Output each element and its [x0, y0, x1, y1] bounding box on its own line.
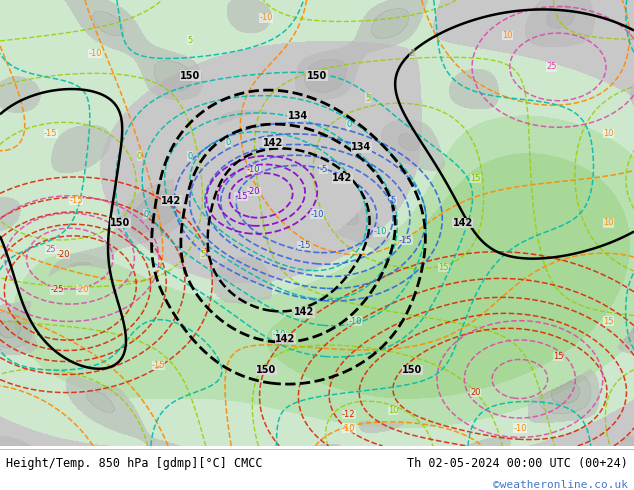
Text: 0: 0 [137, 151, 142, 161]
Text: -15: -15 [152, 361, 165, 370]
Text: -12: -12 [342, 410, 356, 419]
Text: 0: 0 [346, 121, 351, 129]
Text: -20: -20 [56, 250, 70, 259]
Text: 0: 0 [143, 210, 148, 219]
Text: 15: 15 [470, 174, 481, 183]
Text: -10: -10 [310, 210, 324, 219]
Text: -10: -10 [259, 13, 273, 23]
Text: -20: -20 [75, 285, 89, 294]
Text: 150: 150 [180, 71, 200, 81]
Text: 15: 15 [439, 263, 449, 272]
Text: 150: 150 [402, 365, 422, 375]
Text: 25: 25 [547, 62, 557, 72]
Text: 10: 10 [604, 219, 614, 227]
Text: 5: 5 [200, 250, 205, 259]
Text: 142: 142 [262, 138, 283, 147]
Text: ©weatheronline.co.uk: ©weatheronline.co.uk [493, 480, 628, 490]
Text: -15: -15 [234, 192, 248, 201]
Text: -10: -10 [348, 317, 362, 325]
Text: 150: 150 [110, 218, 131, 228]
Text: 142: 142 [294, 307, 314, 317]
Text: -10: -10 [272, 330, 286, 339]
Text: 134: 134 [288, 111, 308, 121]
Text: 0: 0 [226, 138, 231, 147]
Text: 10: 10 [502, 31, 512, 40]
Text: 0: 0 [188, 151, 193, 161]
Text: -5: -5 [389, 196, 398, 205]
Text: 5: 5 [410, 49, 415, 58]
Text: 150: 150 [307, 71, 327, 81]
Text: 15: 15 [604, 317, 614, 325]
Text: -10: -10 [373, 227, 387, 236]
Text: 142: 142 [275, 334, 295, 344]
Text: -10: -10 [247, 165, 261, 174]
Text: 20: 20 [470, 388, 481, 397]
Text: -25: -25 [50, 285, 64, 294]
Text: 10: 10 [388, 406, 398, 415]
Text: -10: -10 [342, 423, 356, 433]
Text: -5: -5 [319, 165, 328, 174]
Text: 15: 15 [553, 352, 563, 361]
Text: 150: 150 [256, 365, 276, 375]
Text: 134: 134 [351, 142, 372, 152]
Text: 5: 5 [188, 36, 193, 45]
Text: Th 02-05-2024 00:00 UTC (00+24): Th 02-05-2024 00:00 UTC (00+24) [407, 457, 628, 470]
Text: -15: -15 [297, 241, 311, 250]
Text: 142: 142 [161, 196, 181, 206]
Text: -15: -15 [44, 129, 58, 138]
Text: 142: 142 [453, 218, 473, 228]
Text: -15: -15 [399, 236, 413, 245]
Text: 10: 10 [604, 129, 614, 138]
Text: 5: 5 [365, 94, 370, 102]
Text: -20: -20 [247, 187, 261, 196]
Text: 142: 142 [332, 173, 353, 183]
Text: 25: 25 [46, 245, 56, 254]
Text: Height/Temp. 850 hPa [gdmp][°C] CMCC: Height/Temp. 850 hPa [gdmp][°C] CMCC [6, 457, 263, 470]
Text: -10: -10 [513, 423, 527, 433]
Text: -15: -15 [69, 196, 83, 205]
Text: -10: -10 [88, 49, 102, 58]
